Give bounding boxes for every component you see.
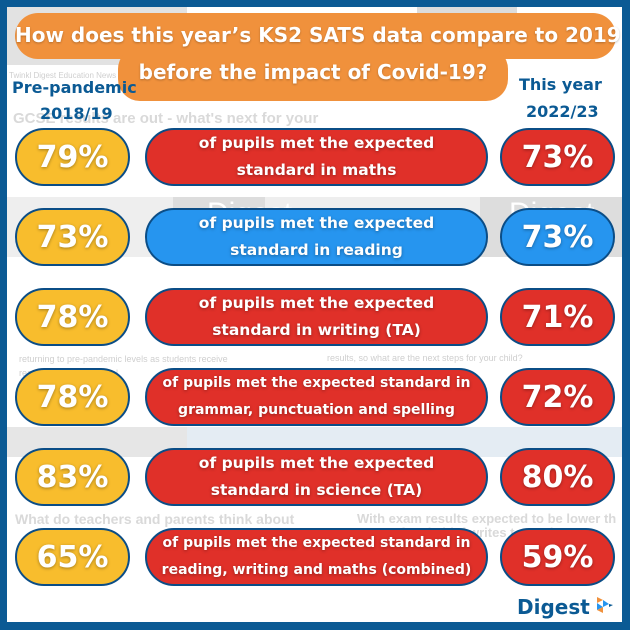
desc-line-2: standard in maths (236, 161, 397, 179)
combined-description: of pupils met the expected standard in r… (145, 528, 488, 586)
desc-line-1: of pupils met the expected standard in (162, 535, 471, 551)
title-line-2: before the impact of Covid-19? (138, 60, 488, 84)
pre-pandemic-reading-pct: 73% (15, 208, 130, 266)
title-banner-lower (118, 47, 508, 101)
pre-pandemic-gps-pct: 78% (15, 368, 130, 426)
this-year-label: This year (519, 75, 602, 94)
ghost-breadcrumb: Twinkl Digest Education News Home / Par (9, 71, 159, 80)
desc-line-2: grammar, punctuation and spelling (178, 402, 455, 418)
desc-line-1: of pupils met the expected (198, 134, 435, 152)
desc-line-2: standard in writing (TA) (212, 321, 421, 339)
desc-line-1: of pupils met the expected (198, 454, 435, 472)
this-year-maths-pct: 73% (500, 128, 615, 186)
pre-pandemic-label: Pre-pandemic (12, 78, 137, 97)
this-year-gps-pct: 72% (500, 368, 615, 426)
pre-pandemic-year: 2018/19 (40, 104, 113, 123)
ghost-snippet: returning to pre-pandemic levels as stud… (19, 354, 228, 364)
desc-line-2: standard in reading (230, 241, 403, 259)
this-year-science-pct: 80% (500, 448, 615, 506)
gps-description: of pupils met the expected standard in g… (145, 368, 488, 426)
desc-line-1: of pupils met the expected (198, 294, 435, 312)
pre-pandemic-maths-pct: 79% (15, 128, 130, 186)
science-description: of pupils met the expected standard in s… (145, 448, 488, 506)
this-year-writing-pct: 71% (500, 288, 615, 346)
digest-logo: Digest (517, 595, 614, 619)
writing-description: of pupils met the expected standard in w… (145, 288, 488, 346)
desc-line-2: reading, writing and maths (combined) (161, 562, 472, 578)
digest-logo-text: Digest (517, 595, 590, 619)
ghost-headline: With exam results expected to be lower t… (357, 511, 617, 526)
this-year-reading-pct: 73% (500, 208, 615, 266)
ghost-headline: What do teachers and parents think about (15, 511, 295, 527)
ghost-headline: GCSE results are out - what's next for y… (13, 110, 319, 127)
desc-line-1: of pupils met the expected (198, 214, 435, 232)
maths-description: of pupils met the expected standard in m… (145, 128, 488, 186)
pre-pandemic-combined-pct: 65% (15, 528, 130, 586)
infographic-canvas: Twinkl Digest Education News Home / Par … (7, 7, 622, 622)
title-line-1: How does this year’s KS2 SATS data compa… (15, 23, 621, 47)
reading-description: of pupils met the expected standard in r… (145, 208, 488, 266)
ghost-snippet: results, so what are the next steps for … (327, 353, 523, 363)
this-year-year: 2022/23 (526, 102, 599, 121)
digest-play-icon (596, 596, 614, 618)
pre-pandemic-science-pct: 83% (15, 448, 130, 506)
desc-line-2: standard in science (TA) (210, 481, 423, 499)
pre-pandemic-writing-pct: 78% (15, 288, 130, 346)
desc-line-1: of pupils met the expected standard in (162, 375, 471, 391)
this-year-combined-pct: 59% (500, 528, 615, 586)
